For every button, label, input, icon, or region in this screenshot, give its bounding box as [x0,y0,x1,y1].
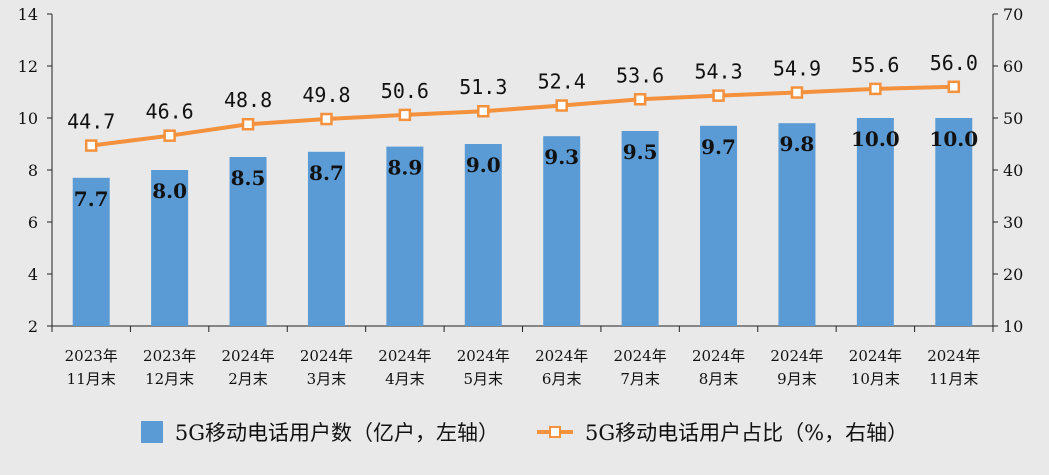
left-tick-label: 14 [18,5,38,24]
bar-data-label: 10.0 [929,127,978,151]
right-tick-label: 60 [1003,57,1023,76]
line-point [84,139,98,152]
right-tick-label: 40 [1003,161,1023,180]
x-tick-label-year: 2024年 [457,347,510,365]
bar-data-label: 7.7 [74,187,109,211]
right-tick-label: 30 [1003,213,1023,232]
line-point [555,99,568,112]
x-tick-label-month: 10月末 [851,370,900,388]
bar-data-label: 9.7 [701,135,736,159]
x-tick-label-year: 2024年 [927,347,980,365]
line-point [241,117,255,131]
line-data-label: 50.6 [381,79,429,103]
left-tick-label: 2 [28,317,38,336]
bar-data-label: 9.0 [466,153,501,177]
bar [151,170,189,326]
right-tick-label: 50 [1003,109,1023,128]
line-data-label: 48.8 [224,88,272,112]
bar [386,146,424,326]
line-data-label: 56.0 [930,51,978,75]
x-tick-label-month: 12月末 [145,370,194,388]
x-tick-label-year: 2024年 [221,347,274,365]
line-point [398,108,412,122]
left-tick-label: 6 [28,213,38,232]
x-tick-label-month: 4月末 [385,370,425,388]
bar [778,123,816,326]
x-tick-label-month: 8月末 [699,370,739,388]
bar [229,157,267,326]
line-data-label: 53.6 [616,63,664,87]
bar-data-label: 8.5 [231,166,266,190]
line-data-label: 55.6 [851,53,899,77]
left-tick-label: 4 [28,265,38,284]
line-point [633,93,647,106]
x-tick-label-year: 2023年 [65,347,118,365]
x-tick-label-year: 2024年 [300,347,353,365]
line-point [477,104,490,118]
bar-data-label: 9.3 [544,145,579,169]
legend-label-users: 5G移动电话用户数（亿户，左轴） [174,421,500,445]
bar [543,136,581,326]
line-point [320,112,333,126]
x-tick-label-month: 11月末 [67,370,116,388]
bar-data-label: 8.9 [387,156,422,180]
bar-data-label: 9.8 [780,132,815,156]
right-tick-label: 70 [1003,5,1023,24]
x-tick-label-month: 6月末 [542,370,582,388]
legend-label-share: 5G移动电话用户占比（%，右轴） [585,421,909,445]
line-point [790,86,804,99]
x-tick-label-year: 2024年 [535,347,588,365]
bar [464,144,502,326]
line-data-label: 54.9 [773,57,821,81]
x-tick-label-month: 5月末 [464,370,504,388]
bar-data-label: 9.5 [623,140,658,164]
bar-data-label: 8.0 [152,179,187,203]
line-point [947,80,961,94]
x-tick-label-year: 2024年 [770,347,823,365]
right-tick-label: 20 [1003,265,1023,284]
bar-data-label: 8.7 [309,161,344,185]
line-data-label: 44.7 [67,110,115,134]
right-tick-label: 10 [1003,317,1023,336]
bar [935,118,973,326]
bar [72,177,110,326]
line-point [712,89,725,102]
line-data-label: 46.6 [146,100,194,124]
x-tick-label-month: 7月末 [620,370,660,388]
x-tick-label-year: 2024年 [614,347,667,365]
x-tick-label-month: 11月末 [929,370,978,388]
bar [856,118,894,326]
legend-item-share: 5G移动电话用户占比（%，右轴） [537,417,908,447]
x-tick-label-year: 2024年 [378,347,431,365]
legend-item-users: 5G移动电话用户数（亿户，左轴） [140,417,500,447]
legend-swatch-line [537,421,574,443]
x-tick-label-year: 2023年 [143,347,196,365]
bar-data-label: 10.0 [851,127,900,151]
line-data-label: 52.4 [538,70,586,94]
x-tick-label-month: 9月末 [777,370,817,388]
x-tick-label-year: 2024年 [849,347,902,365]
legend: 5G移动电话用户数（亿户，左轴） 5G移动电话用户占比（%，右轴） [0,412,1049,452]
line-point [869,82,882,96]
line-point [163,129,176,142]
left-tick-label: 8 [28,161,38,180]
bar [621,131,659,326]
line-data-label: 54.3 [694,60,742,84]
left-tick-label: 10 [18,109,38,128]
line-data-label: 51.3 [459,75,507,99]
bar [700,125,738,326]
line-series [90,84,954,148]
x-tick-label-year: 2024年 [692,347,745,365]
line-data-label: 49.8 [302,83,350,107]
x-tick-label-month: 2月末 [228,370,268,388]
bar [307,151,345,326]
x-tick-label-month: 3月末 [307,370,347,388]
left-tick-label: 12 [18,57,38,76]
legend-swatch-bar [140,421,163,443]
